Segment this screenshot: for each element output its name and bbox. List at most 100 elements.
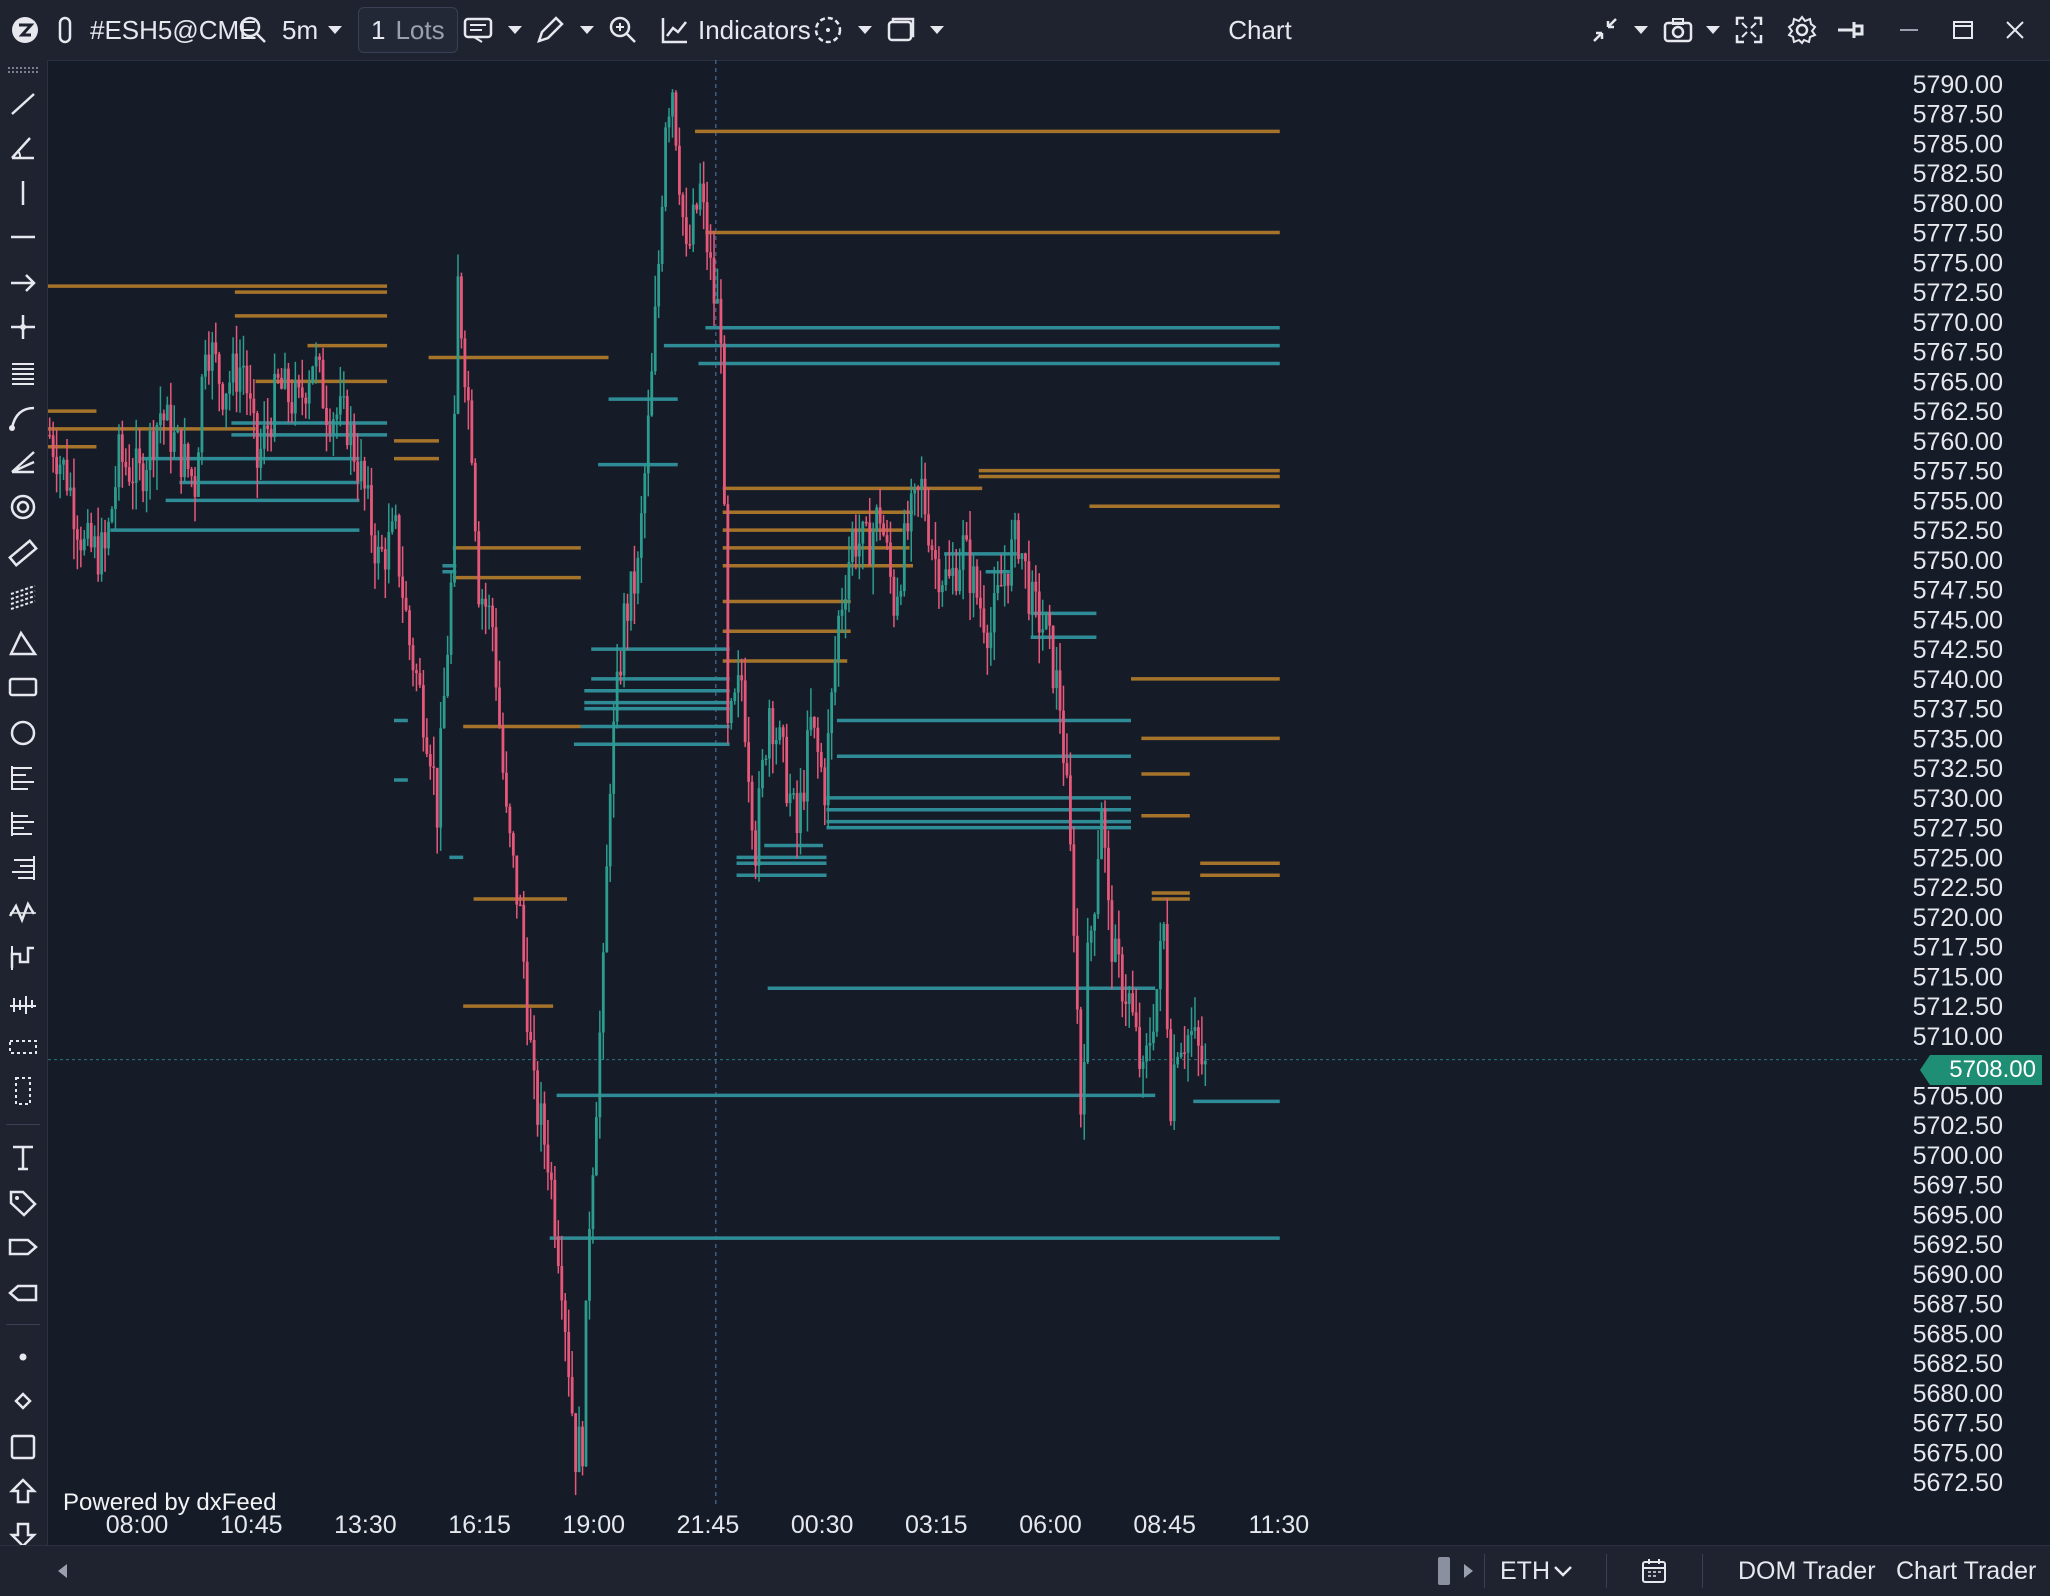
candle-body (771, 708, 775, 745)
candle-body (1103, 808, 1107, 848)
candle-body (79, 539, 83, 551)
arrow-right-icon[interactable] (6, 266, 40, 300)
pencil-icon[interactable] (534, 0, 566, 60)
zoom-in-icon[interactable] (608, 0, 638, 60)
chevron-down-icon[interactable] (506, 0, 524, 60)
powered-by-label: Powered by dxFeed (63, 1489, 277, 1516)
candle-body (332, 419, 335, 434)
angle-icon[interactable] (6, 130, 40, 164)
chevron-down-icon[interactable] (578, 0, 596, 60)
layout-icon[interactable] (886, 0, 916, 60)
y-tick-label: 5770.00 (1913, 309, 2003, 337)
candle-body (377, 546, 380, 564)
candle-body (750, 781, 754, 831)
candle-body (349, 424, 353, 446)
y-tick-label: 5747.50 (1913, 577, 2003, 605)
label-left-icon[interactable] (6, 1276, 40, 1310)
chart-trader-button[interactable]: Chart Trader (1896, 1556, 2037, 1585)
minimize-icon[interactable] (1898, 0, 1920, 60)
arrow-down-icon[interactable] (6, 1518, 40, 1552)
cross-line-icon[interactable] (6, 310, 40, 344)
chevron-down-icon[interactable] (326, 0, 344, 60)
candle-body (553, 1179, 557, 1237)
elliott-wave-icon[interactable] (6, 940, 40, 974)
candle-body (598, 1032, 602, 1118)
candle-body (165, 404, 169, 421)
triangle-icon[interactable] (6, 626, 40, 660)
y-tick-label: 5680.00 (1913, 1380, 2003, 1408)
lots-control[interactable]: 1 Lots (358, 0, 458, 60)
session-select[interactable]: ETH (1500, 1556, 1550, 1585)
pin-icon[interactable] (1836, 0, 1868, 60)
ruler-icon[interactable] (6, 536, 40, 570)
fib-channel-icon[interactable] (6, 580, 40, 614)
square-icon[interactable] (6, 1430, 40, 1464)
scroll-left-icon[interactable] (55, 1546, 69, 1596)
close-icon[interactable] (2004, 0, 2026, 60)
dot-icon[interactable] (6, 1340, 40, 1374)
lots-value[interactable]: 1 (371, 14, 386, 45)
maximize-icon[interactable] (1952, 0, 1974, 60)
candle-body (543, 1103, 546, 1145)
candle-body (1086, 942, 1090, 1063)
candle-body (934, 550, 937, 560)
symbol-label[interactable]: #ESH5@CME (90, 14, 257, 45)
chevron-down-icon[interactable] (928, 0, 946, 60)
candle-body (709, 252, 712, 258)
collapse-icon[interactable] (1590, 0, 1620, 60)
parallel-lines-icon[interactable] (6, 356, 40, 390)
scroll-right-icon[interactable] (1462, 1546, 1476, 1596)
fib-time-icon[interactable] (6, 850, 40, 884)
indicators-button[interactable]: Indicators (698, 14, 811, 45)
candle-body (245, 365, 249, 394)
candle-body (1193, 1027, 1197, 1032)
candle-body (529, 1031, 533, 1040)
curve-icon[interactable] (6, 400, 40, 434)
range-select-icon[interactable] (6, 1030, 40, 1064)
horizontal-line-icon[interactable] (6, 220, 40, 254)
symbol-chip-icon[interactable] (58, 0, 72, 60)
rectangle-icon[interactable] (6, 670, 40, 704)
indicators-icon[interactable] (660, 0, 690, 60)
label-right-icon[interactable] (6, 1230, 40, 1264)
fullscreen-icon[interactable] (1734, 0, 1764, 60)
gear-icon[interactable] (1786, 0, 1818, 60)
candle-body (965, 535, 968, 540)
chart-type-icon[interactable] (462, 0, 494, 60)
calendar-icon[interactable] (1640, 1546, 1668, 1596)
chevron-down-icon[interactable] (1704, 0, 1722, 60)
candle-body (1096, 859, 1100, 915)
fib-retracement-icon[interactable] (6, 760, 40, 794)
trend-line-icon[interactable] (6, 86, 40, 120)
arrow-up-icon[interactable] (6, 1474, 40, 1508)
candle-body (999, 585, 1003, 587)
scroll-handle[interactable] (1438, 1546, 1450, 1596)
crosshair-icon[interactable] (812, 0, 844, 60)
fib-extension-icon[interactable] (6, 806, 40, 840)
candle-body (612, 721, 616, 794)
candle-body (1058, 670, 1062, 711)
candle-body (145, 469, 148, 492)
fan-icon[interactable] (6, 444, 40, 478)
date-range-icon[interactable] (6, 1074, 40, 1108)
pattern-icon[interactable] (6, 896, 40, 930)
tag-icon[interactable] (6, 1186, 40, 1220)
cycles-icon[interactable] (6, 986, 40, 1020)
candle-body (844, 599, 847, 610)
price-chart[interactable]: 5790.005787.505785.005782.505780.005777.… (48, 60, 2050, 1545)
vertical-line-icon[interactable] (6, 176, 40, 210)
camera-icon[interactable] (1662, 0, 1694, 60)
search-icon[interactable] (238, 0, 268, 60)
candle-body (470, 400, 474, 463)
chevron-down-icon[interactable] (856, 0, 874, 60)
chevron-down-icon[interactable] (1632, 0, 1650, 60)
diamond-icon[interactable] (6, 1384, 40, 1418)
y-tick-label: 5695.00 (1913, 1201, 2003, 1229)
text-icon[interactable] (6, 1140, 40, 1174)
candle-body (1165, 924, 1169, 1030)
chevron-down-icon[interactable] (1552, 1546, 1574, 1596)
timeframe-select[interactable]: 5m (282, 14, 319, 45)
circle-icon[interactable] (6, 716, 40, 750)
dom-trader-button[interactable]: DOM Trader (1738, 1556, 1876, 1585)
spiral-icon[interactable] (6, 490, 40, 524)
